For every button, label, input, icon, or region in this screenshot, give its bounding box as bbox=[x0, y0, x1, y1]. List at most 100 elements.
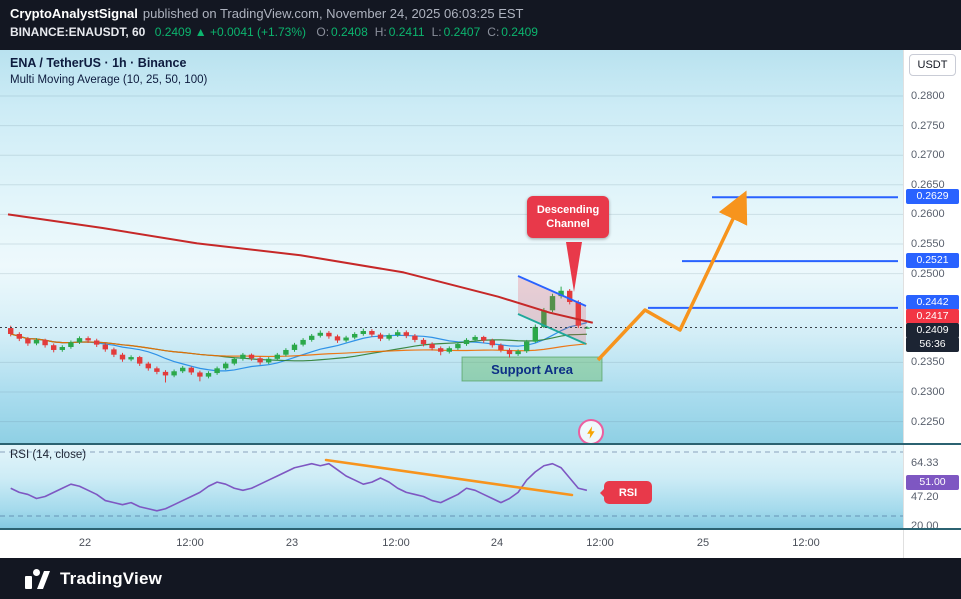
axis-price-label: 64.33 bbox=[911, 457, 939, 469]
axis-price-badge-blue: 0.2629 bbox=[906, 189, 959, 204]
candle-body bbox=[145, 363, 151, 369]
candle-body bbox=[498, 345, 504, 350]
candle-body bbox=[223, 363, 229, 369]
candle-body bbox=[214, 368, 220, 374]
rsi-pane[interactable] bbox=[0, 445, 903, 528]
axis-price-badge-blue: 0.2521 bbox=[906, 253, 959, 268]
candle-body bbox=[68, 342, 74, 348]
candle-body bbox=[369, 331, 375, 335]
rsi-trendline bbox=[324, 458, 574, 497]
axis-price-badge-red: 0.2417 bbox=[906, 309, 959, 324]
ohlc-value: 0.2408 bbox=[331, 25, 368, 39]
time-axis-label: 23 bbox=[285, 537, 299, 549]
axis-price-label: 0.2650 bbox=[911, 179, 945, 191]
symbol-interval: BINANCE:ENAUSDT, 60 bbox=[10, 25, 146, 39]
candle-body bbox=[231, 358, 237, 364]
candle-body bbox=[317, 332, 323, 336]
candle-body bbox=[257, 358, 263, 363]
price-pane[interactable] bbox=[0, 50, 903, 443]
channel-top-line bbox=[517, 275, 587, 307]
axis-price-label: 0.2700 bbox=[911, 149, 945, 161]
chart-title: ENA / TetherUS · 1h · Binance bbox=[10, 56, 187, 70]
chart-legend: ENA / TetherUS · 1h · Binance Multi Movi… bbox=[10, 56, 207, 86]
axis-price-label: 0.2250 bbox=[911, 416, 945, 428]
candle-body bbox=[377, 334, 384, 339]
lightning-bolt-glyph bbox=[586, 425, 595, 439]
time-axis-label: 24 bbox=[490, 537, 504, 549]
ma-line-50 bbox=[10, 333, 587, 358]
axis-price-label: 0.2550 bbox=[911, 238, 945, 250]
indicator-label: Multi Moving Average (10, 25, 50, 100) bbox=[10, 74, 208, 86]
descending-channel-pointer bbox=[566, 242, 582, 292]
candle-body bbox=[352, 333, 358, 338]
candle-body bbox=[524, 341, 530, 352]
candle-body bbox=[76, 338, 83, 343]
tradingview-logo-icon[interactable] bbox=[24, 567, 51, 590]
axis-price-badge-blue: 0.2442 bbox=[906, 295, 959, 310]
candle-body bbox=[412, 335, 418, 340]
candle-body bbox=[575, 302, 581, 326]
rsi-callout-badge: RSI bbox=[600, 481, 652, 504]
axis-price-label: 0.2750 bbox=[911, 120, 945, 132]
currency-toggle-button[interactable]: USDT bbox=[909, 54, 956, 76]
candle-body bbox=[8, 328, 14, 334]
candle-body bbox=[541, 310, 547, 327]
pane-separator[interactable] bbox=[0, 443, 961, 445]
candle-body bbox=[154, 368, 160, 372]
axis-price-label: 47.20 bbox=[911, 491, 939, 503]
symbol-line: BINANCE:ENAUSDT, 60 0.2409 ▲ +0.0041 (+1… bbox=[10, 25, 951, 39]
axis-price-label: 0.2300 bbox=[911, 386, 945, 398]
candle-body bbox=[111, 349, 117, 355]
ohlc-value: 0.2411 bbox=[388, 25, 425, 39]
descending-channel-label: Descending Channel bbox=[527, 196, 609, 238]
candle-body bbox=[180, 367, 186, 372]
axis-price-label: 20.00 bbox=[911, 520, 939, 532]
candle-body bbox=[326, 332, 332, 337]
candle-body bbox=[300, 339, 306, 345]
candle-body bbox=[94, 340, 100, 345]
candle-body bbox=[446, 348, 452, 352]
candle-body bbox=[506, 349, 513, 355]
candle-body bbox=[489, 340, 495, 346]
pane-separator[interactable] bbox=[0, 528, 961, 530]
candle-body bbox=[283, 349, 289, 355]
candle-body bbox=[386, 335, 392, 339]
candle-body bbox=[102, 344, 108, 350]
candle-body bbox=[248, 354, 255, 359]
candle-body bbox=[59, 347, 65, 350]
candle-body bbox=[481, 336, 487, 341]
tradingview-wordmark[interactable]: TradingView bbox=[60, 568, 163, 588]
candle-body bbox=[567, 290, 573, 303]
rsi-line bbox=[10, 462, 588, 512]
ohlc-value: 0.2407 bbox=[443, 25, 481, 39]
candle-body bbox=[266, 358, 272, 363]
candle-body bbox=[51, 345, 57, 350]
candle-body bbox=[291, 344, 298, 350]
candle-body bbox=[334, 336, 341, 341]
footer: TradingView bbox=[0, 558, 961, 599]
descending-channel-zone bbox=[518, 276, 586, 344]
candle-body bbox=[274, 354, 280, 359]
candle-body bbox=[309, 335, 315, 340]
ma-line-100 bbox=[7, 213, 594, 324]
axis-price-label: 0.2800 bbox=[911, 90, 945, 102]
candle-body bbox=[558, 290, 564, 297]
candle-body bbox=[403, 332, 409, 336]
author-name: CryptoAnalystSignal bbox=[10, 6, 138, 21]
axis-price-label: 0.2350 bbox=[911, 356, 945, 368]
candle-body bbox=[240, 354, 246, 359]
axis-price-badge-purple: 51.00 bbox=[906, 475, 959, 490]
candle-body bbox=[395, 332, 401, 336]
time-axis-label: 22 bbox=[78, 537, 92, 549]
candle-body bbox=[171, 371, 177, 376]
ohlc-key: H: bbox=[374, 25, 387, 39]
price-axis-column[interactable]: USDT 0.2800 0.2750 0.2700 0.2650 0.2600 0.255… bbox=[903, 50, 961, 558]
lightning-icon bbox=[578, 419, 604, 445]
candle-body bbox=[128, 357, 134, 360]
ohlc-key: L: bbox=[431, 25, 442, 39]
time-axis-label: 12:00 bbox=[382, 537, 410, 549]
time-axis[interactable]: 22 12:00 23 12:00 24 12:00 25 12:00 bbox=[0, 530, 903, 558]
publish-line: CryptoAnalystSignal published on TradingV… bbox=[10, 6, 951, 21]
rsi-indicator-label: RSI (14, close) bbox=[10, 449, 87, 461]
